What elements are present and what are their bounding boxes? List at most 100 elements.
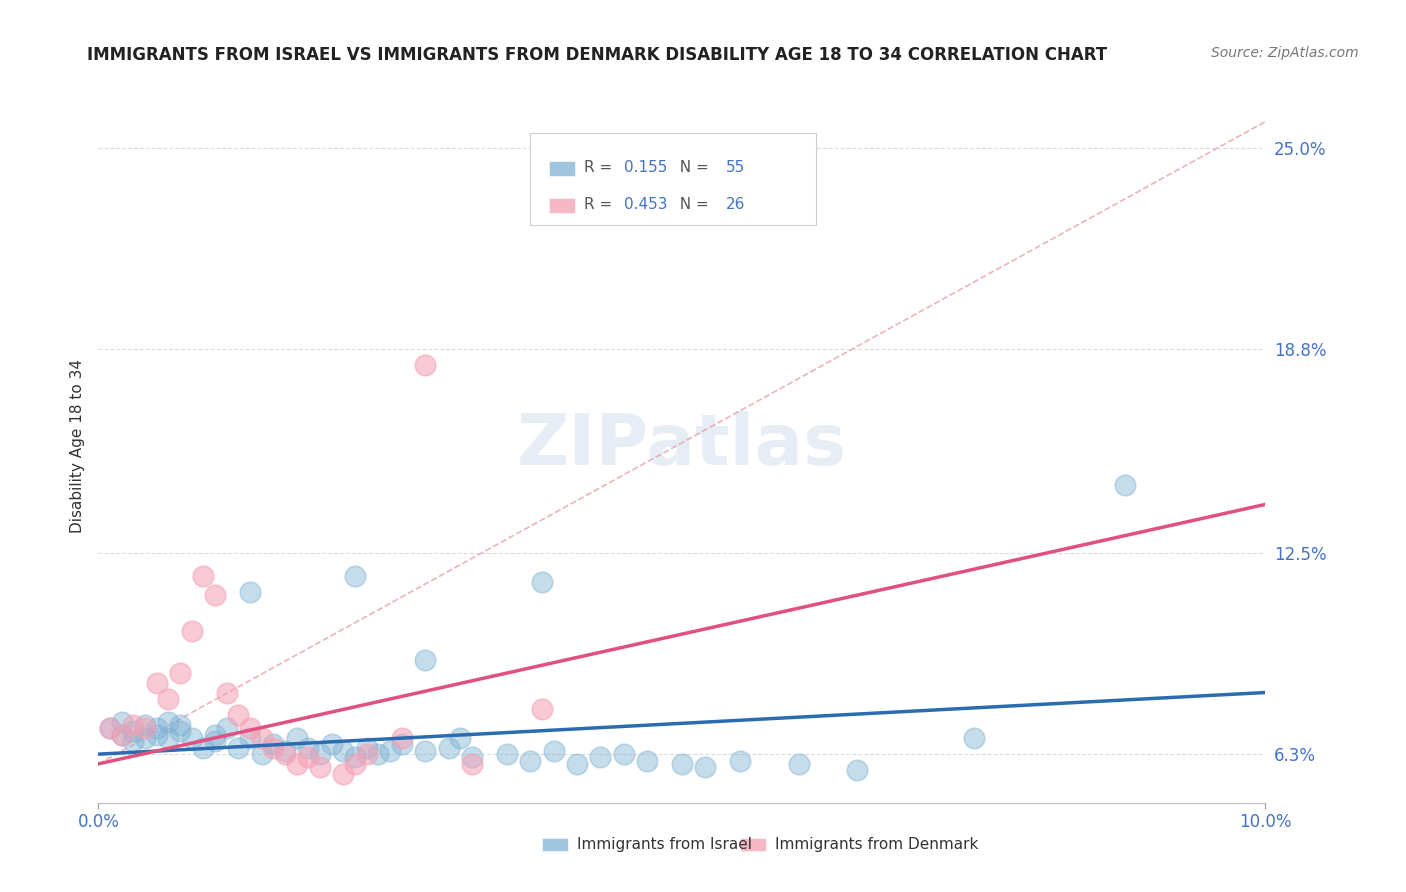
Point [169, 724, 191, 739]
Point [98, 721, 121, 735]
Point [180, 731, 202, 745]
Point [671, 756, 693, 771]
Point [215, 685, 238, 699]
Point [461, 750, 484, 764]
Point [787, 756, 810, 771]
Point [356, 740, 378, 755]
FancyBboxPatch shape [548, 161, 575, 177]
Point [297, 740, 319, 755]
Text: N =: N = [671, 161, 714, 175]
Point [1114, 478, 1136, 492]
Point [228, 708, 250, 723]
Point [695, 760, 717, 774]
Point [157, 714, 180, 729]
Point [413, 358, 436, 372]
Point [344, 568, 367, 582]
Point [239, 721, 262, 735]
Point [111, 714, 134, 729]
Point [98, 721, 121, 735]
Point [111, 728, 134, 742]
Point [146, 721, 169, 735]
Point [204, 728, 226, 742]
Point [589, 750, 612, 764]
Point [239, 585, 262, 599]
Y-axis label: Disability Age 18 to 34: Disability Age 18 to 34 [69, 359, 84, 533]
Point [193, 568, 215, 582]
Text: Source: ZipAtlas.com: Source: ZipAtlas.com [1211, 46, 1358, 61]
Point [122, 734, 145, 748]
Point [204, 588, 226, 602]
Point [134, 731, 156, 745]
Point [413, 744, 436, 758]
Text: Immigrants from Israel: Immigrants from Israel [576, 838, 752, 853]
Point [332, 744, 354, 758]
Point [215, 721, 238, 735]
Point [437, 740, 460, 755]
FancyBboxPatch shape [741, 838, 766, 851]
Text: N =: N = [671, 197, 714, 212]
Point [962, 731, 984, 745]
Point [321, 738, 343, 752]
Point [461, 756, 484, 771]
Text: 0.155: 0.155 [624, 161, 666, 175]
Point [309, 747, 332, 761]
Point [543, 744, 565, 758]
Point [204, 734, 226, 748]
Point [169, 718, 191, 732]
Point [274, 747, 297, 761]
Text: ZIPatlas: ZIPatlas [517, 411, 846, 481]
Point [380, 744, 402, 758]
Point [530, 702, 553, 716]
Point [122, 724, 145, 739]
Point [250, 731, 273, 745]
Point [367, 747, 389, 761]
Point [157, 692, 180, 706]
Point [262, 738, 284, 752]
Text: 26: 26 [727, 197, 745, 212]
Point [250, 747, 273, 761]
Text: IMMIGRANTS FROM ISRAEL VS IMMIGRANTS FROM DENMARK DISABILITY AGE 18 TO 34 CORREL: IMMIGRANTS FROM ISRAEL VS IMMIGRANTS FRO… [87, 46, 1107, 64]
Point [519, 754, 541, 768]
Point [344, 750, 367, 764]
FancyBboxPatch shape [548, 198, 575, 213]
Point [193, 740, 215, 755]
Point [239, 731, 262, 745]
Point [297, 750, 319, 764]
Point [636, 754, 658, 768]
Point [228, 740, 250, 755]
Point [344, 756, 367, 771]
Text: Immigrants from Denmark: Immigrants from Denmark [775, 838, 979, 853]
Point [730, 754, 752, 768]
Point [169, 666, 191, 681]
Point [111, 728, 134, 742]
Point [180, 624, 202, 638]
Point [496, 747, 519, 761]
Text: R =: R = [583, 197, 617, 212]
Point [146, 728, 169, 742]
Text: R =: R = [583, 161, 617, 175]
Text: 0.453: 0.453 [624, 197, 666, 212]
Point [157, 731, 180, 745]
Point [413, 653, 436, 667]
Point [274, 744, 297, 758]
Point [449, 731, 471, 745]
Point [285, 731, 308, 745]
Point [356, 747, 378, 761]
FancyBboxPatch shape [541, 838, 568, 851]
Point [612, 747, 634, 761]
Point [122, 718, 145, 732]
Point [285, 756, 308, 771]
Point [391, 738, 413, 752]
Text: 55: 55 [727, 161, 745, 175]
Point [530, 575, 553, 590]
FancyBboxPatch shape [530, 134, 815, 225]
Point [146, 675, 169, 690]
Point [262, 740, 284, 755]
Point [134, 721, 156, 735]
Point [846, 764, 869, 778]
Point [309, 760, 332, 774]
Point [565, 756, 588, 771]
Point [391, 731, 413, 745]
Point [134, 718, 156, 732]
Point [332, 766, 354, 780]
